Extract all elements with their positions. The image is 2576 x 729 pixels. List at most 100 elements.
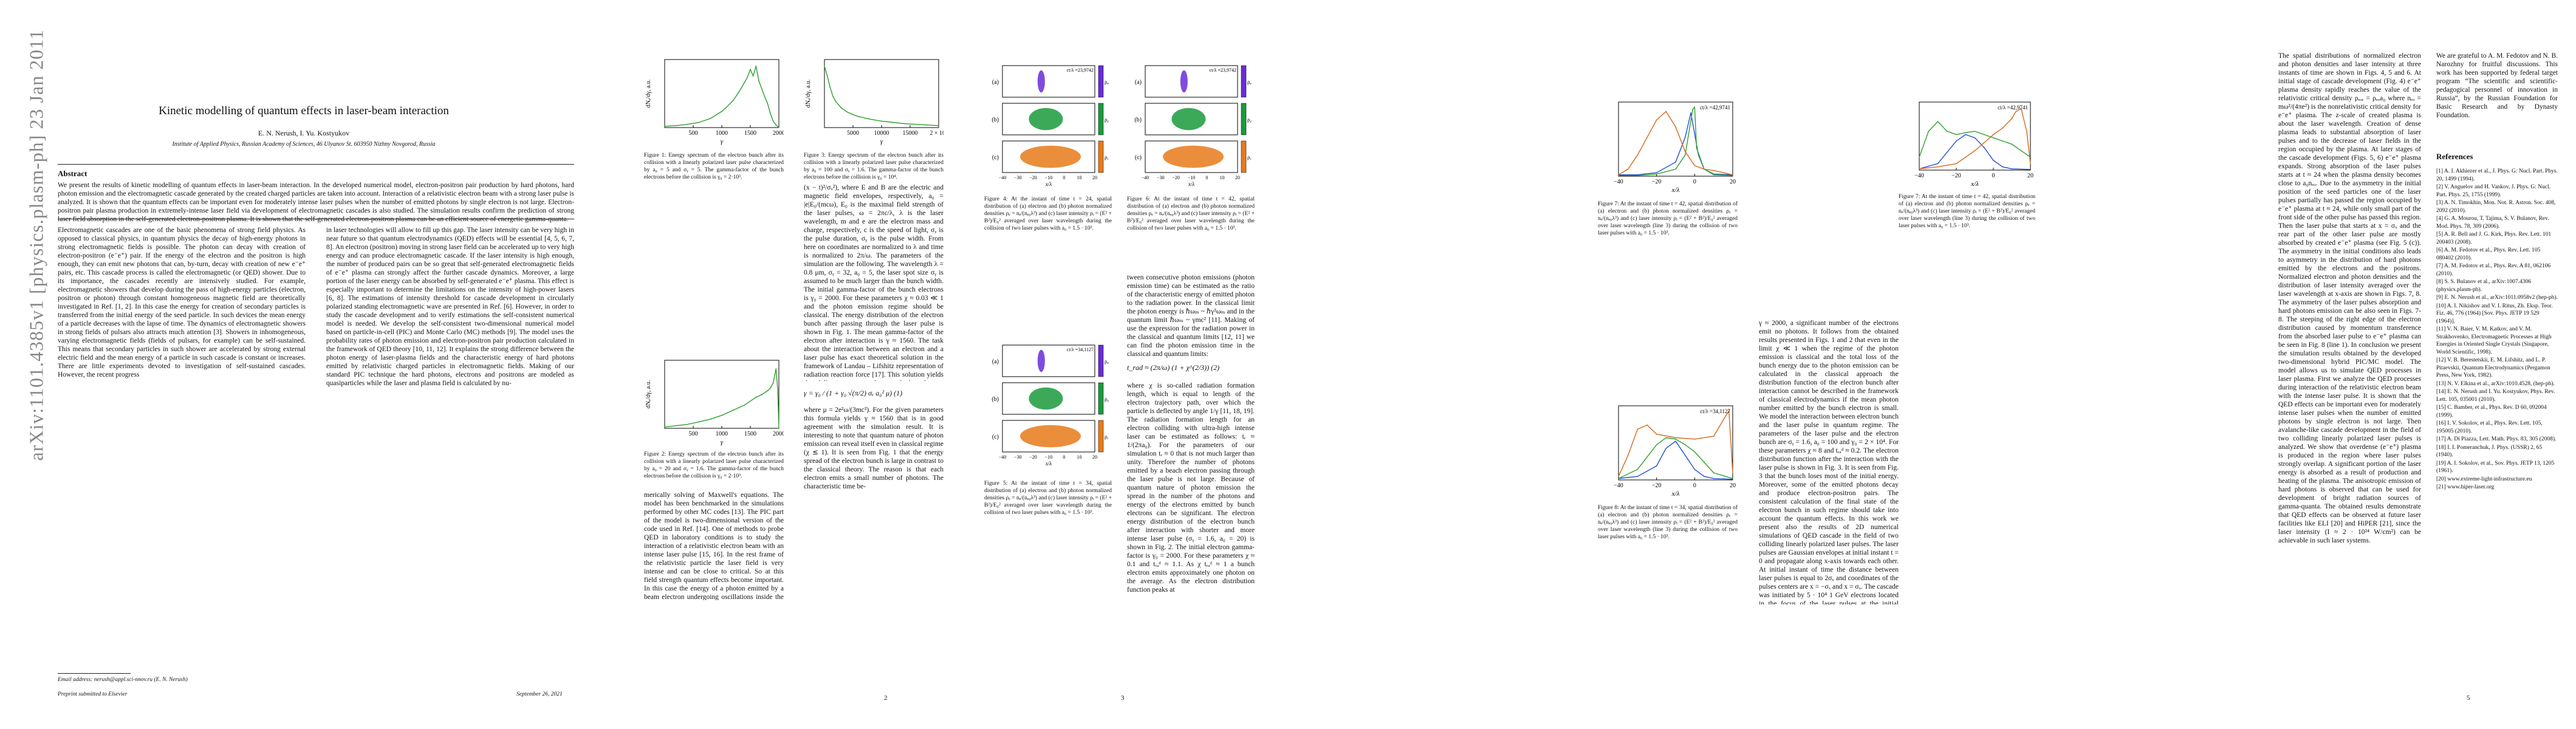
data-point [846,111,848,113]
density-blob [1180,70,1188,93]
panel-label: (b) [992,117,999,123]
data-point [778,127,779,128]
data-point [687,423,688,425]
x-axis-label: x/λ [1045,460,1052,467]
x-tick-label: −30 [1157,175,1165,180]
x-axis-label: x/λ [1671,187,1680,194]
data-point [710,118,711,119]
density-blob [1171,108,1206,131]
x-tick-label: 1000 [716,130,728,137]
data-point [687,123,688,125]
data-point [1692,109,1693,110]
x-tick-label: 2000 [773,130,784,137]
footnote-email: Email address: nerush@appl.sci-nnov.ru (… [58,677,188,683]
data-point [1665,111,1667,112]
data-point [938,125,939,126]
x-tick-label: 10000 [874,130,889,137]
density-blob [1020,425,1081,448]
data-point [1993,137,1994,139]
x-tick-label: 20 [2027,173,2033,179]
data-point [738,91,739,93]
x-tick-label: 1500 [744,431,756,437]
reference-item: [11] V. N. Baier, V. M. Katkov, and V. M… [2436,326,2552,355]
data-point [778,428,779,429]
data-point [664,126,665,127]
density-blob [1029,108,1063,131]
density-blob [1037,70,1045,93]
data-point [761,88,762,89]
colorbar-label: ρᵢ [1247,154,1251,160]
data-series-line [1618,437,1733,479]
data-point [1732,175,1733,176]
data-point [1946,131,1948,132]
data-point [772,382,774,384]
data-point [772,120,774,122]
reference-item: [1] A. I. Akhiezer et al., J. Phys. G: N… [2436,168,2558,182]
data-point [1694,468,1696,470]
data-point [1675,437,1676,439]
figure-7-plot: −40 −20 0 20 x/λ ct/λ =42,9741 [1598,97,1738,194]
data-point [1983,146,1985,148]
data-point [826,75,828,77]
x-tick-label: 20 [1730,482,1736,489]
data-point [1983,134,1985,135]
data-point [1684,137,1686,139]
data-point [829,87,831,88]
figure-2-svg: 500 1000 1500 2000 γ dNₑ/dγ, a.u. [645,360,785,446]
page-4: −40 −20 0 20 x/λ ct/λ =42,9741 Figure 7: At t… [1598,0,2063,729]
x-tick-label: 500 [689,431,698,437]
data-point [1713,174,1714,176]
plot-annotation: ct/λ =23,9742 [1067,67,1094,73]
panel-label: (a) [992,79,999,86]
data-point [881,120,882,122]
plot-annotation: ct/λ =34,1127 [1067,347,1094,352]
plot-frame [1618,101,1733,177]
data-point [752,75,754,77]
data-point [744,81,745,83]
x-tick-label: −40 [999,175,1007,180]
x-tick-label: −10 [1188,175,1196,180]
x-tick-label: 0 [1693,482,1696,489]
page2-col-right-a: (x − t)²/σₓ²), where E and B are the ele… [804,184,944,381]
data-series-line [1919,121,2031,158]
x-tick-label: 0 [1205,175,1208,180]
figure-3-svg: 5000 10000 15000 2 × 10⁴ γ dNₑ/dγ, a.u. [805,59,948,145]
data-point [1704,462,1705,463]
reference-item: [19] A. I. Sokolov, et al., Sov. Phys. J… [2436,460,2555,474]
data-point [676,125,677,126]
data-point [767,390,768,392]
x-tick-label: −20 [1652,482,1662,489]
y-axis-label: dNₑ/dγ, a.u. [805,80,812,108]
data-point [1732,174,1733,176]
data-point [1732,477,1733,479]
page-number-2: 2 [884,694,888,702]
figure-9-caption: Figure 7: At the instant of time t = 42,… [1899,194,2035,229]
page5-col-left: The spatial distributions of normalized … [2278,52,2421,544]
data-point [1974,150,1976,151]
data-point [2002,140,2004,142]
reference-item: [10] A. I. Nikishov and V. I. Ritus, Zh.… [2436,303,2553,324]
data-point [1956,140,1957,142]
data-point [721,111,722,112]
x-tick-label: 0 [1063,454,1065,460]
data-point [1618,175,1619,176]
x-tick-label: −30 [1014,454,1022,460]
x-tick-label: −20 [1172,175,1180,180]
data-point [664,426,665,428]
data-point [1713,477,1714,479]
data-point [777,389,778,390]
data-point [1646,137,1648,139]
data-point [869,118,871,120]
density-panel [1002,344,1095,377]
data-point [2011,143,2013,145]
data-point [747,77,748,78]
data-point [721,414,722,416]
panel-label: (c) [992,434,999,440]
figure-8-svg: −40 −20 0 20 x/λ ct/λ =34,1127 [1614,405,1736,498]
data-point [1937,121,1939,122]
data-series-line [1618,409,1733,477]
colorbar-label: ρₑ [1105,79,1109,85]
reference-item: [20] www.extreme-light-infrastructure.eu [2436,476,2532,482]
data-point [1684,154,1686,156]
data-point [2011,168,2013,169]
